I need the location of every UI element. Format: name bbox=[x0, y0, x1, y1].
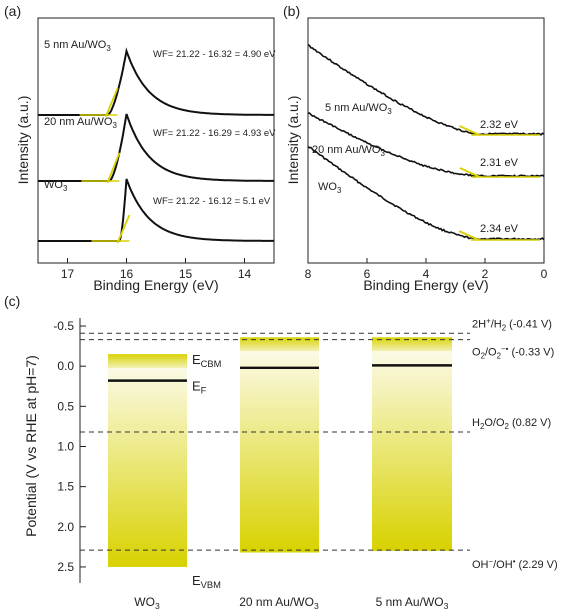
work-function-annotation: WF= 21.22 - 16.29 = 4.93 eV bbox=[153, 128, 276, 139]
y-tick-label: 0.5 bbox=[57, 399, 74, 413]
curves-b bbox=[308, 45, 544, 240]
vbm-annotation: 2.31 eV bbox=[480, 157, 519, 169]
series-label: 5 nm Au/WO3 bbox=[325, 102, 392, 116]
series-label: 5 nm Au/WO3 bbox=[44, 39, 111, 53]
category-labels-c: WO3 20 nm Au/WO3 5 nm Au/WO3 bbox=[134, 595, 448, 610]
y-tick-label: 2.5 bbox=[57, 560, 74, 574]
work-function-annotation: WF= 21.22 - 16.12 = 5.1 eV bbox=[153, 196, 271, 207]
category-label: 20 nm Au/WO3 bbox=[239, 595, 319, 610]
x-tick-label: 17 bbox=[61, 267, 75, 281]
y-tick-label: 2.0 bbox=[57, 520, 74, 534]
series-label: 20 nm Au/WO3 bbox=[312, 144, 385, 158]
cbm-label: ECBM bbox=[192, 352, 222, 369]
x-tick-label: 14 bbox=[238, 267, 252, 281]
x-tick-label: 0 bbox=[541, 267, 548, 281]
y-ticks-c: -0.5 0.0 0.5 1.0 1.5 2.0 2.5 bbox=[53, 319, 86, 574]
onset-tangent bbox=[107, 153, 119, 183]
vbm-annotation: 2.32 eV bbox=[480, 119, 519, 131]
y-tick-label: 0.0 bbox=[57, 359, 74, 373]
panel-label-c: (c) bbox=[4, 293, 20, 309]
onset-tangent bbox=[106, 88, 118, 117]
panel-label-b: (b) bbox=[283, 3, 300, 19]
reference-level-label: 2H+/H2 (-0.41 V) bbox=[472, 316, 552, 332]
y-tick-label: 1.0 bbox=[57, 439, 74, 453]
curves-a bbox=[38, 51, 274, 243]
category-label: WO3 bbox=[134, 595, 160, 610]
band-gap-bar bbox=[108, 368, 187, 567]
panel-c: -0.5 0.0 0.5 1.0 1.5 2.0 2.5 ECBM EF EVBM 2H+/H2… bbox=[23, 316, 558, 610]
spectrum-curve bbox=[38, 51, 274, 115]
conduction-band-bar bbox=[108, 354, 187, 368]
edge-tangent bbox=[460, 126, 480, 135]
band-gap-bar bbox=[372, 351, 452, 551]
series-labels-b: 5 nm Au/WO3 2.32 eV 20 nm Au/WO3 2.31 eV WO3… bbox=[312, 102, 519, 235]
work-function-annotation: WF= 21.22 - 16.32 = 4.90 eV bbox=[153, 49, 276, 60]
y-tick-label: 1.5 bbox=[57, 480, 74, 494]
band-gap-bar bbox=[240, 351, 319, 552]
y-axis-label-a: Intensity (a.u.) bbox=[15, 96, 31, 185]
x-axis-label-a: Binding Energy (eV) bbox=[93, 277, 218, 293]
y-axis-label-c: Potential (V vs RHE at pH=7) bbox=[23, 355, 39, 537]
series-label: 20 nm Au/WO3 bbox=[44, 116, 117, 130]
band-bars-c: ECBM EF EVBM bbox=[108, 337, 452, 590]
x-tick-label: 8 bbox=[305, 267, 312, 281]
vbm-annotation: 2.34 eV bbox=[480, 223, 519, 235]
vbm-label: EVBM bbox=[192, 573, 221, 590]
reference-level-label: O2/O2−• (-0.33 V) bbox=[472, 345, 554, 361]
reference-level-label: OH−/OH• (2.29 V) bbox=[472, 557, 558, 571]
y-axis-label-b: Intensity (a.u.) bbox=[285, 96, 301, 185]
series-label: WO3 bbox=[318, 181, 342, 195]
panel-label-a: (a) bbox=[4, 3, 21, 19]
category-label: 5 nm Au/WO3 bbox=[376, 595, 449, 610]
x-axis-label-b: Binding Energy (eV) bbox=[363, 277, 488, 293]
y-tick-label: -0.5 bbox=[53, 319, 74, 333]
spectrum-curve bbox=[38, 179, 274, 241]
fermi-label: EF bbox=[192, 379, 207, 396]
reference-level-label: H2O/O2 (0.82 V) bbox=[472, 417, 551, 431]
